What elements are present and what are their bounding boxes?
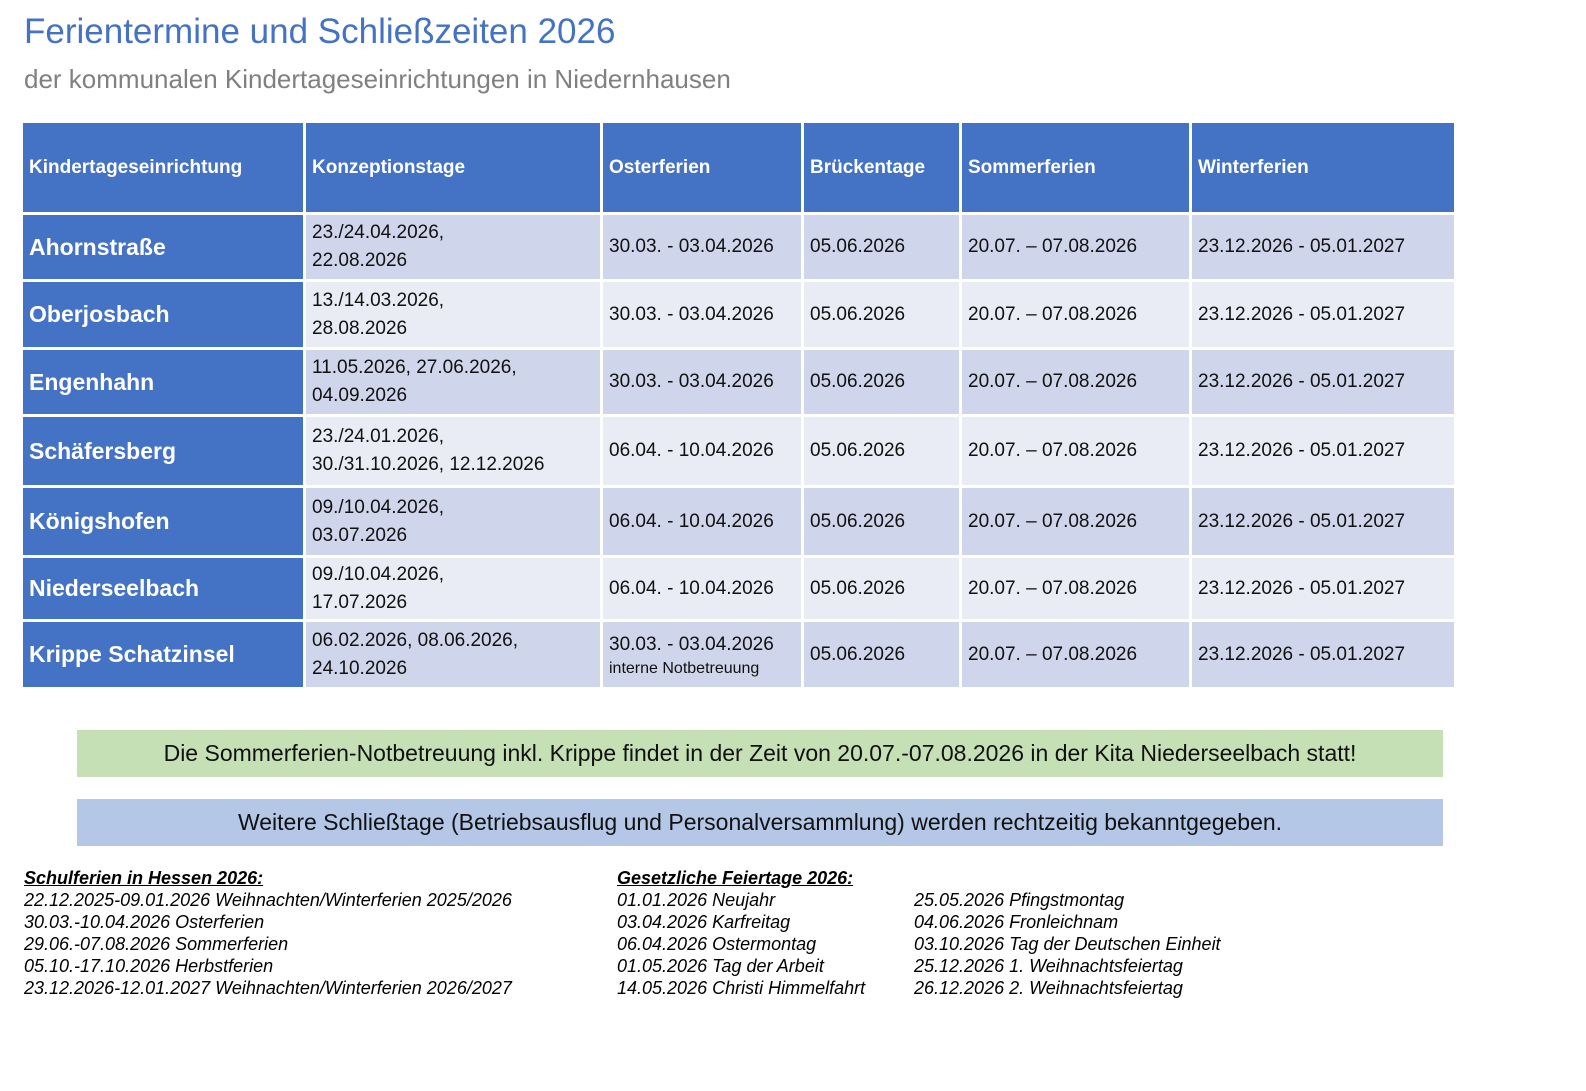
table-row: Krippe Schatzinsel 06.02.2026, 08.06.202… <box>23 622 1454 687</box>
row-name: Krippe Schatzinsel <box>23 622 303 687</box>
osterferien-cell: 06.04. - 10.04.2026 <box>603 417 801 485</box>
konzeption-cell: 23./24.04.2026, 22.08.2026 <box>306 215 600 279</box>
list-item: 14.05.2026 Christi Himmelfahrt <box>617 978 866 998</box>
brueckentage-cell: 05.06.2026 <box>804 350 959 414</box>
konzeption-cell: 09./10.04.2026, 17.07.2026 <box>306 558 600 619</box>
winterferien-cell: 23.12.2026 - 05.01.2027 <box>1192 282 1454 347</box>
table-row: Niederseelbach 09./10.04.2026, 17.07.2026… <box>23 558 1454 619</box>
konzeption-line-2: 04.09.2026 <box>312 385 408 406</box>
konzeption-line-1: 09./10.04.2026, <box>312 563 445 585</box>
notbetreuung-banner: Die Sommerferien-Notbetreuung inkl. Krip… <box>77 730 1443 777</box>
schulferien-list: Schulferien in Hessen 2026: 22.12.2025-0… <box>24 867 512 999</box>
list-item: 05.10.-17.10.2026 Herbstferien <box>24 956 274 976</box>
feiertage-list-2: 25.05.2026 Pfingstmontag 04.06.2026 Fron… <box>914 889 1221 999</box>
schulferien-heading: Schulferien in Hessen 2026: <box>24 868 264 888</box>
konzeption-line-2: 03.07.2026 <box>312 524 408 546</box>
sommerferien-cell: 20.07. – 07.08.2026 <box>962 622 1189 687</box>
row-name: Schäfersberg <box>23 417 303 485</box>
list-item: 25.05.2026 Pfingstmontag <box>914 890 1125 910</box>
osterferien-cell: 30.03. - 03.04.2026 interne Notbetreuung <box>603 622 801 687</box>
row-name: Engenhahn <box>23 350 303 414</box>
konzeption-cell: 09./10.04.2026, 03.07.2026 <box>306 488 600 555</box>
winterferien-cell: 23.12.2026 - 05.01.2027 <box>1192 622 1454 687</box>
sommerferien-cell: 20.07. – 07.08.2026 <box>962 282 1189 347</box>
notbetreuung-note: interne Notbetreuung <box>609 659 760 677</box>
konzeption-line-2: 30./31.10.2026, 12.12.2026 <box>312 454 545 475</box>
feiertage-list-1: Gesetzliche Feiertage 2026: 01.01.2026 N… <box>617 867 865 999</box>
column-header-einrichtung: Kindertageseinrichtung <box>23 123 303 212</box>
column-header-sommerferien: Sommerferien <box>962 123 1189 212</box>
brueckentage-cell: 05.06.2026 <box>804 488 959 555</box>
konzeption-line-1: 06.02.2026, 08.06.2026, <box>312 629 519 651</box>
brueckentage-cell: 05.06.2026 <box>804 282 959 347</box>
osterferien-dates: 30.03. - 03.04.2026 <box>609 633 774 655</box>
sommerferien-cell: 20.07. – 07.08.2026 <box>962 215 1189 279</box>
table-row: Königshofen 09./10.04.2026, 03.07.2026 06… <box>23 488 1454 555</box>
table-row: Schäfersberg 23./24.01.2026, 30./31.10.20… <box>23 417 1454 485</box>
column-header-brueckentage: Brückentage <box>804 123 959 212</box>
osterferien-cell: 30.03. - 03.04.2026 <box>603 350 801 414</box>
schliesstage-banner: Weitere Schließtage (Betriebsausflug und… <box>77 799 1443 846</box>
konzeption-line-2: 22.08.2026 <box>312 250 408 271</box>
list-item: 22.12.2025-09.01.2026 Weihnachten/Winter… <box>24 890 512 910</box>
list-item: 23.12.2026-12.01.2027 Weihnachten/Winter… <box>24 978 512 998</box>
winterferien-cell: 23.12.2026 - 05.01.2027 <box>1192 558 1454 619</box>
winterferien-cell: 23.12.2026 - 05.01.2027 <box>1192 215 1454 279</box>
konzeption-line-1: 09./10.04.2026, <box>312 496 445 518</box>
osterferien-cell: 30.03. - 03.04.2026 <box>603 215 801 279</box>
konzeption-line-2: 17.07.2026 <box>312 591 408 613</box>
row-name: Königshofen <box>23 488 303 555</box>
page-subtitle: der kommunalen Kindertageseinrichtungen … <box>24 64 731 94</box>
column-header-osterferien: Osterferien <box>603 123 801 212</box>
konzeption-line-1: 23./24.01.2026, <box>312 426 445 447</box>
brueckentage-cell: 05.06.2026 <box>804 558 959 619</box>
row-name: Ahornstraße <box>23 215 303 279</box>
table-row: Oberjosbach 13./14.03.2026, 28.08.2026 30… <box>23 282 1454 347</box>
page-title: Ferientermine und Schließzeiten 2026 <box>24 12 616 51</box>
schedule-table: Kindertageseinrichtung Konzeptionstage O… <box>20 120 1457 690</box>
konzeption-line-1: 11.05.2026, 27.06.2026, <box>312 357 517 378</box>
list-item: 26.12.2026 2. Weihnachtsfeiertag <box>914 978 1183 998</box>
table-header-row: Kindertageseinrichtung Konzeptionstage O… <box>23 123 1454 212</box>
sommerferien-cell: 20.07. – 07.08.2026 <box>962 558 1189 619</box>
row-name: Niederseelbach <box>23 558 303 619</box>
osterferien-cell: 06.04. - 10.04.2026 <box>603 558 801 619</box>
brueckentage-cell: 05.06.2026 <box>804 622 959 687</box>
winterferien-cell: 23.12.2026 - 05.01.2027 <box>1192 417 1454 485</box>
konzeption-line-1: 23./24.04.2026, <box>312 222 445 243</box>
table-row: Ahornstraße 23./24.04.2026, 22.08.2026 30… <box>23 215 1454 279</box>
list-item: 03.10.2026 Tag der Deutschen Einheit <box>914 934 1221 954</box>
winterferien-cell: 23.12.2026 - 05.01.2027 <box>1192 488 1454 555</box>
konzeption-line-1: 13./14.03.2026, <box>312 289 445 311</box>
table-row: Engenhahn 11.05.2026, 27.06.2026, 04.09.2… <box>23 350 1454 414</box>
osterferien-cell: 30.03. - 03.04.2026 <box>603 282 801 347</box>
brueckentage-cell: 05.06.2026 <box>804 417 959 485</box>
column-header-winterferien: Winterferien <box>1192 123 1454 212</box>
list-item: 29.06.-07.08.2026 Sommerferien <box>24 934 289 954</box>
sommerferien-cell: 20.07. – 07.08.2026 <box>962 417 1189 485</box>
konzeption-cell: 11.05.2026, 27.06.2026, 04.09.2026 <box>306 350 600 414</box>
list-item: 04.06.2026 Fronleichnam <box>914 912 1119 932</box>
list-item: 01.05.2026 Tag der Arbeit <box>617 956 824 976</box>
winterferien-cell: 23.12.2026 - 05.01.2027 <box>1192 350 1454 414</box>
list-item: 25.12.2026 1. Weihnachtsfeiertag <box>914 956 1183 976</box>
osterferien-cell: 06.04. - 10.04.2026 <box>603 488 801 555</box>
list-item: 03.04.2026 Karfreitag <box>617 912 791 932</box>
konzeption-cell: 06.02.2026, 08.06.2026, 24.10.2026 <box>306 622 600 687</box>
konzeption-cell: 23./24.01.2026, 30./31.10.2026, 12.12.202… <box>306 417 600 485</box>
sommerferien-cell: 20.07. – 07.08.2026 <box>962 488 1189 555</box>
column-header-konzeptionstage: Konzeptionstage <box>306 123 600 212</box>
row-name: Oberjosbach <box>23 282 303 347</box>
konzeption-line-2: 28.08.2026 <box>312 317 408 339</box>
konzeption-cell: 13./14.03.2026, 28.08.2026 <box>306 282 600 347</box>
list-item: 01.01.2026 Neujahr <box>617 890 776 910</box>
list-item: 30.03.-10.04.2026 Osterferien <box>24 912 265 932</box>
sommerferien-cell: 20.07. – 07.08.2026 <box>962 350 1189 414</box>
brueckentage-cell: 05.06.2026 <box>804 215 959 279</box>
feiertage-heading: Gesetzliche Feiertage 2026: <box>617 868 854 888</box>
list-item: 06.04.2026 Ostermontag <box>617 934 817 954</box>
konzeption-line-2: 24.10.2026 <box>312 657 408 679</box>
